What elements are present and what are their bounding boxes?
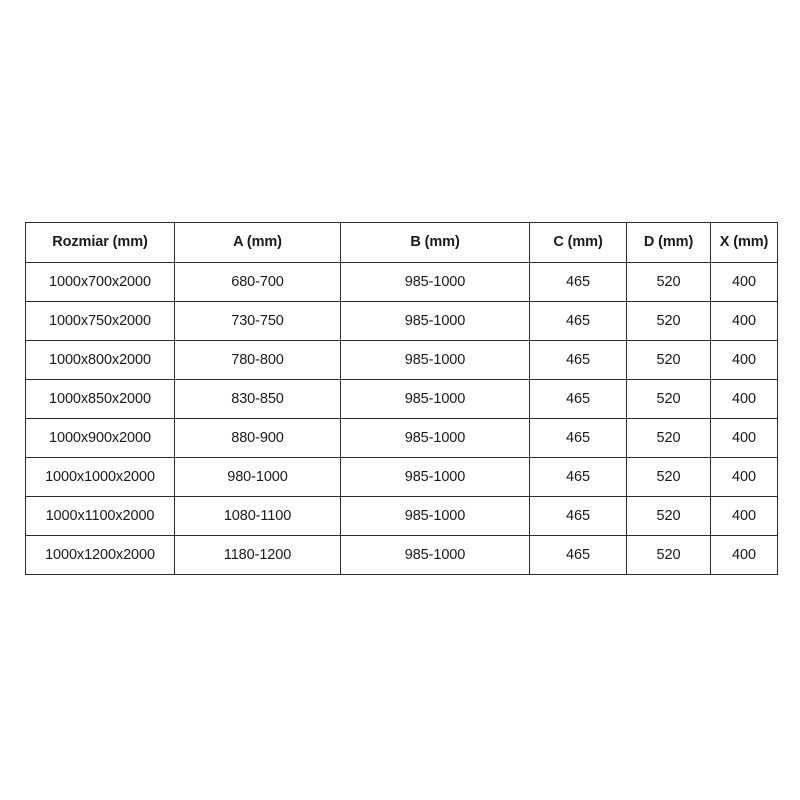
table-row: 1000x1200x2000 1180-1200 985-1000 465 520 400	[25, 535, 778, 575]
column-header-size: Rozmiar (mm)	[25, 222, 175, 263]
table-cell-b: 985-1000	[340, 496, 530, 536]
table-cell-size: 1000x700x2000	[25, 262, 175, 302]
table-cell-c: 465	[529, 457, 627, 497]
table-cell-x: 400	[710, 535, 778, 575]
table-cell-c: 465	[529, 262, 627, 302]
table-cell-d: 520	[626, 340, 711, 380]
table-cell-d: 520	[626, 301, 711, 341]
table-cell-d: 520	[626, 457, 711, 497]
table-cell-a: 680-700	[174, 262, 341, 302]
table-cell-b: 985-1000	[340, 379, 530, 419]
table-cell-c: 465	[529, 301, 627, 341]
table-cell-b: 985-1000	[340, 340, 530, 380]
table-row: 1000x1000x2000 980-1000 985-1000 465 520 400	[25, 457, 778, 497]
column-header-d: D (mm)	[626, 222, 711, 263]
table-cell-x: 400	[710, 340, 778, 380]
table-cell-b: 985-1000	[340, 457, 530, 497]
table-cell-a: 830-850	[174, 379, 341, 419]
table-row: 1000x800x2000 780-800 985-1000 465 520 400	[25, 340, 778, 380]
table-cell-c: 465	[529, 418, 627, 458]
specification-table: Rozmiar (mm) A (mm) B (mm) C (mm) D (mm)…	[25, 222, 778, 575]
table-cell-d: 520	[626, 379, 711, 419]
table-cell-x: 400	[710, 457, 778, 497]
table-cell-a: 730-750	[174, 301, 341, 341]
column-header-a: A (mm)	[174, 222, 341, 263]
table-cell-c: 465	[529, 496, 627, 536]
column-header-x: X (mm)	[710, 222, 778, 263]
table-row: 1000x900x2000 880-900 985-1000 465 520 400	[25, 418, 778, 458]
table-cell-d: 520	[626, 418, 711, 458]
table-cell-size: 1000x800x2000	[25, 340, 175, 380]
table-cell-c: 465	[529, 535, 627, 575]
table-cell-x: 400	[710, 301, 778, 341]
table-cell-size: 1000x1200x2000	[25, 535, 175, 575]
table-body: 1000x700x2000 680-700 985-1000 465 520 400 100…	[25, 262, 778, 575]
table-cell-c: 465	[529, 379, 627, 419]
table-cell-a: 880-900	[174, 418, 341, 458]
table-cell-size: 1000x1100x2000	[25, 496, 175, 536]
table-row: 1000x750x2000 730-750 985-1000 465 520 400	[25, 301, 778, 341]
table-cell-a: 1080-1100	[174, 496, 341, 536]
table-cell-size: 1000x750x2000	[25, 301, 175, 341]
table-cell-b: 985-1000	[340, 418, 530, 458]
table-cell-b: 985-1000	[340, 262, 530, 302]
table-cell-size: 1000x850x2000	[25, 379, 175, 419]
table-cell-a: 1180-1200	[174, 535, 341, 575]
table-row: 1000x700x2000 680-700 985-1000 465 520 400	[25, 262, 778, 302]
table-cell-d: 520	[626, 496, 711, 536]
table-row: 1000x1100x2000 1080-1100 985-1000 465 520 400	[25, 496, 778, 536]
column-header-c: C (mm)	[529, 222, 627, 263]
table-cell-a: 980-1000	[174, 457, 341, 497]
table-cell-size: 1000x900x2000	[25, 418, 175, 458]
table-cell-x: 400	[710, 379, 778, 419]
table-cell-d: 520	[626, 535, 711, 575]
table-header-row: Rozmiar (mm) A (mm) B (mm) C (mm) D (mm)…	[25, 222, 778, 263]
table-cell-x: 400	[710, 496, 778, 536]
table-cell-b: 985-1000	[340, 535, 530, 575]
table-row: 1000x850x2000 830-850 985-1000 465 520 400	[25, 379, 778, 419]
column-header-b: B (mm)	[340, 222, 530, 263]
table-cell-size: 1000x1000x2000	[25, 457, 175, 497]
table-cell-x: 400	[710, 262, 778, 302]
table-cell-d: 520	[626, 262, 711, 302]
table-cell-x: 400	[710, 418, 778, 458]
table-cell-a: 780-800	[174, 340, 341, 380]
specification-table-container: Rozmiar (mm) A (mm) B (mm) C (mm) D (mm)…	[25, 222, 778, 575]
table-cell-c: 465	[529, 340, 627, 380]
table-header: Rozmiar (mm) A (mm) B (mm) C (mm) D (mm)…	[25, 222, 778, 263]
table-cell-b: 985-1000	[340, 301, 530, 341]
